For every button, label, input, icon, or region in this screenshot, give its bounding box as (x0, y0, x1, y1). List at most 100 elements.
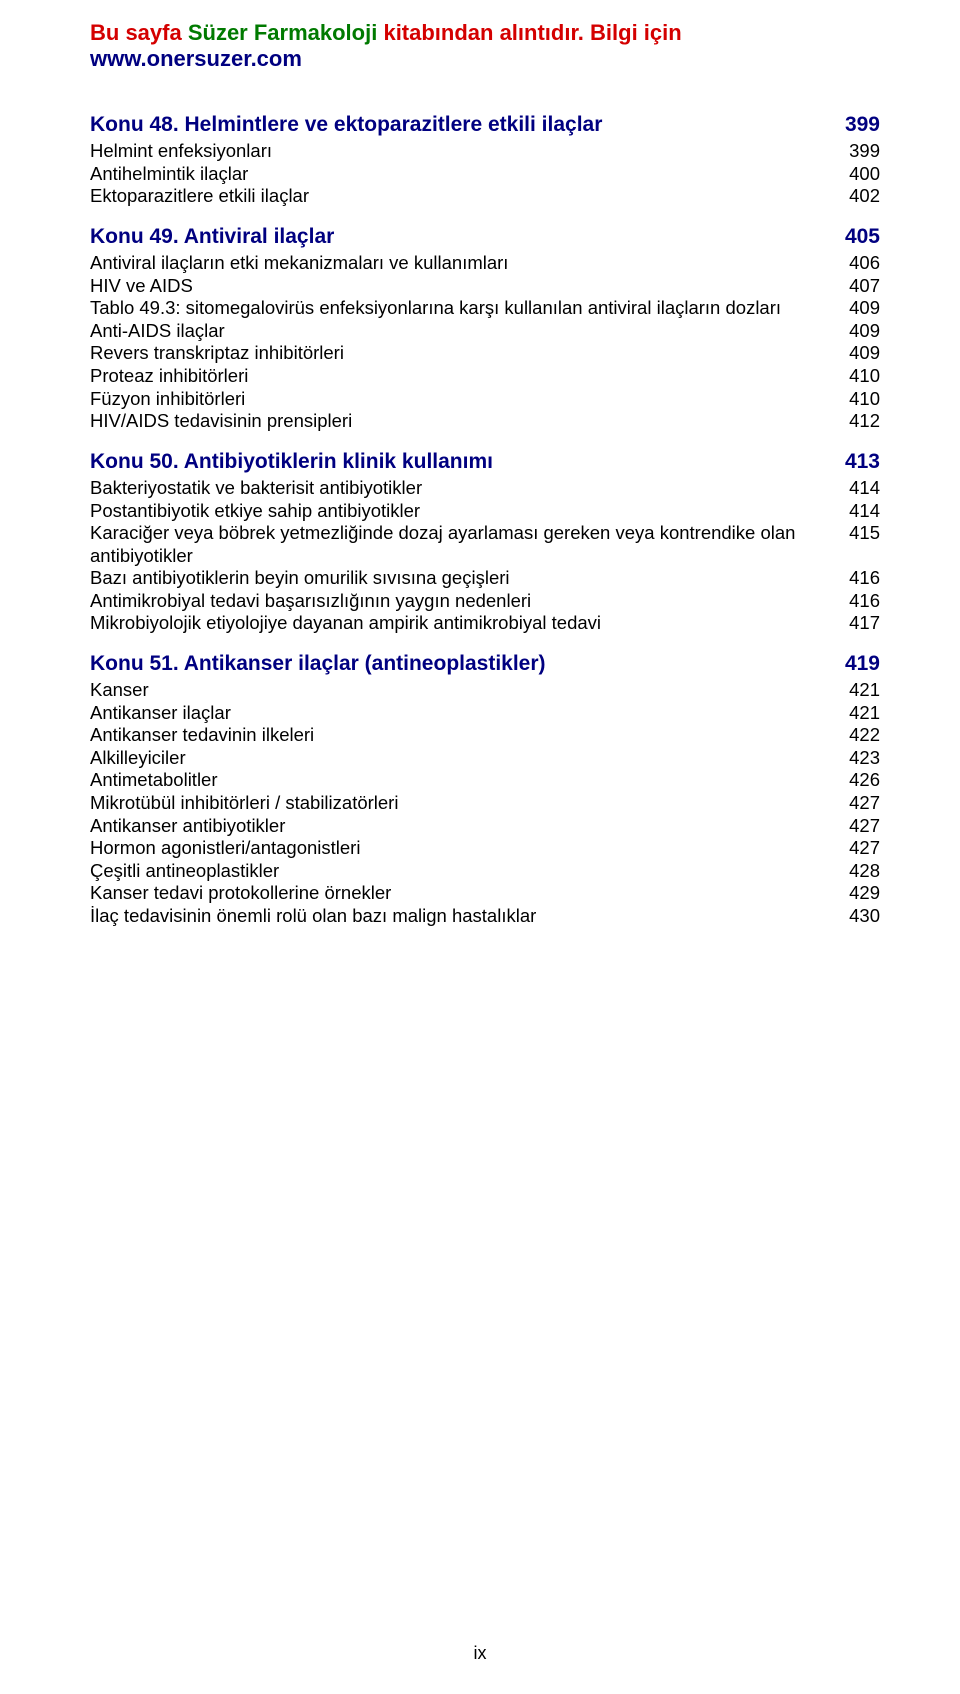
entry-label: Karaciğer veya böbrek yetmezliğinde doza… (90, 522, 849, 567)
entry-label: Antiviral ilaçların etki mekanizmaları v… (90, 252, 849, 275)
entry-label: HIV ve AIDS (90, 275, 849, 298)
entry-page: 414 (849, 500, 880, 523)
entry-page: 421 (849, 702, 880, 725)
header-link[interactable]: www.onersuzer.com (90, 46, 302, 71)
entry-label: Kanser tedavi protokollerine örnekler (90, 882, 849, 905)
toc-entry: İlaç tedavisinin önemli rolü olan bazı m… (90, 905, 880, 928)
entry-page: 427 (849, 792, 880, 815)
toc-entry: Mikrotübül inhibitörleri / stabilizatörl… (90, 792, 880, 815)
entry-page: 427 (849, 837, 880, 860)
toc-entry: Kanser tedavi protokollerine örnekler429 (90, 882, 880, 905)
entry-page: 428 (849, 860, 880, 883)
entry-label: Antikanser antibiyotikler (90, 815, 849, 838)
toc-entry: Antikanser ilaçlar421 (90, 702, 880, 725)
entry-page: 409 (849, 297, 880, 320)
entry-label: Antikanser tedavinin ilkeleri (90, 724, 849, 747)
toc-entry: Antiviral ilaçların etki mekanizmaları v… (90, 252, 880, 275)
entry-label: Antimetabolitler (90, 769, 849, 792)
toc-entry: Anti-AIDS ilaçlar409 (90, 320, 880, 343)
entry-page: 410 (849, 365, 880, 388)
entry-page: 427 (849, 815, 880, 838)
document-page: Bu sayfa Süzer Farmakoloji kitabından al… (0, 0, 960, 1694)
page-header: Bu sayfa Süzer Farmakoloji kitabından al… (90, 20, 880, 72)
entry-label: Tablo 49.3: sitomegalovirüs enfeksiyonla… (90, 297, 849, 320)
section-title: Konu 48. Helmintlere ve ektoparazitlere … (90, 112, 602, 138)
entry-label: Revers transkriptaz inhibitörleri (90, 342, 849, 365)
entry-page: 410 (849, 388, 880, 411)
toc-entry: Antikanser tedavinin ilkeleri422 (90, 724, 880, 747)
header-text-red1: Bu sayfa (90, 20, 188, 45)
entry-page: 426 (849, 769, 880, 792)
toc-entry: Postantibiyotik etkiye sahip antibiyotik… (90, 500, 880, 523)
toc-entry: Antikanser antibiyotikler427 (90, 815, 880, 838)
section-page: 405 (845, 225, 880, 249)
entry-label: Çeşitli antineoplastikler (90, 860, 849, 883)
entry-page: 417 (849, 612, 880, 635)
entry-label: Proteaz inhibitörleri (90, 365, 849, 388)
header-text-red2: kitabından alıntıdır. Bilgi için (383, 20, 681, 45)
entry-page: 415 (849, 522, 880, 567)
entry-page: 423 (849, 747, 880, 770)
entry-label: HIV/AIDS tedavisinin prensipleri (90, 410, 849, 433)
entry-label: Bazı antibiyotiklerin beyin omurilik sıv… (90, 567, 849, 590)
entry-page: 430 (849, 905, 880, 928)
entry-label: Antihelmintik ilaçlar (90, 163, 849, 186)
toc-entry: Bakteriyostatik ve bakterisit antibiyoti… (90, 477, 880, 500)
toc-entry: HIV/AIDS tedavisinin prensipleri412 (90, 410, 880, 433)
section-heading-row: Konu 50. Antibiyotiklerin klinik kullanı… (90, 433, 880, 477)
entry-page: 414 (849, 477, 880, 500)
toc-entry: Ektoparazitlere etkili ilaçlar402 (90, 185, 880, 208)
section-heading-row: Konu 51. Antikanser ilaçlar (antineoplas… (90, 635, 880, 679)
entry-page: 402 (849, 185, 880, 208)
toc-entry: Karaciğer veya böbrek yetmezliğinde doza… (90, 522, 880, 567)
toc-entry: Helmint enfeksiyonları399 (90, 140, 880, 163)
section-title: Konu 49. Antiviral ilaçlar (90, 224, 334, 250)
section-heading-row: Konu 48. Helmintlere ve ektoparazitlere … (90, 96, 880, 140)
entry-page: 407 (849, 275, 880, 298)
entry-page: 429 (849, 882, 880, 905)
section-title: Konu 50. Antibiyotiklerin klinik kullanı… (90, 449, 493, 475)
entry-page: 399 (849, 140, 880, 163)
section-title: Konu 51. Antikanser ilaçlar (antineoplas… (90, 651, 546, 677)
entry-page: 400 (849, 163, 880, 186)
page-number: ix (0, 1643, 960, 1664)
toc-entry: Tablo 49.3: sitomegalovirüs enfeksiyonla… (90, 297, 880, 320)
entry-label: Kanser (90, 679, 849, 702)
entry-page: 406 (849, 252, 880, 275)
entry-label: Antimikrobiyal tedavi başarısızlığının y… (90, 590, 849, 613)
toc-entry: Antimikrobiyal tedavi başarısızlığının y… (90, 590, 880, 613)
entry-page: 421 (849, 679, 880, 702)
entry-page: 412 (849, 410, 880, 433)
entry-label: Bakteriyostatik ve bakterisit antibiyoti… (90, 477, 849, 500)
section-page: 413 (845, 450, 880, 474)
toc-entry: HIV ve AIDS407 (90, 275, 880, 298)
entry-label: Hormon agonistleri/antagonistleri (90, 837, 849, 860)
entry-page: 409 (849, 320, 880, 343)
toc-entry: Alkilleyiciler423 (90, 747, 880, 770)
entry-page: 422 (849, 724, 880, 747)
entry-label: Füzyon inhibitörleri (90, 388, 849, 411)
toc-entry: Mikrobiyolojik etiyolojiye dayanan ampir… (90, 612, 880, 635)
section-heading-row: Konu 49. Antiviral ilaçlar 405 (90, 208, 880, 252)
entry-label: Postantibiyotik etkiye sahip antibiyotik… (90, 500, 849, 523)
toc-entry: Antimetabolitler426 (90, 769, 880, 792)
entry-label: Alkilleyiciler (90, 747, 849, 770)
toc-entry: Proteaz inhibitörleri410 (90, 365, 880, 388)
toc-entry: Antihelmintik ilaçlar400 (90, 163, 880, 186)
entry-label: Ektoparazitlere etkili ilaçlar (90, 185, 849, 208)
toc-entry: Kanser421 (90, 679, 880, 702)
entry-label: Anti-AIDS ilaçlar (90, 320, 849, 343)
entry-label: Antikanser ilaçlar (90, 702, 849, 725)
entry-page: 409 (849, 342, 880, 365)
section-page: 419 (845, 652, 880, 676)
header-text-green: Süzer Farmakoloji (188, 20, 384, 45)
entry-label: İlaç tedavisinin önemli rolü olan bazı m… (90, 905, 849, 928)
entry-page: 416 (849, 590, 880, 613)
entry-page: 416 (849, 567, 880, 590)
toc-entry: Füzyon inhibitörleri410 (90, 388, 880, 411)
entry-label: Mikrobiyolojik etiyolojiye dayanan ampir… (90, 612, 849, 635)
section-page: 399 (845, 113, 880, 137)
toc-entry: Bazı antibiyotiklerin beyin omurilik sıv… (90, 567, 880, 590)
toc-entry: Hormon agonistleri/antagonistleri427 (90, 837, 880, 860)
entry-label: Mikrotübül inhibitörleri / stabilizatörl… (90, 792, 849, 815)
